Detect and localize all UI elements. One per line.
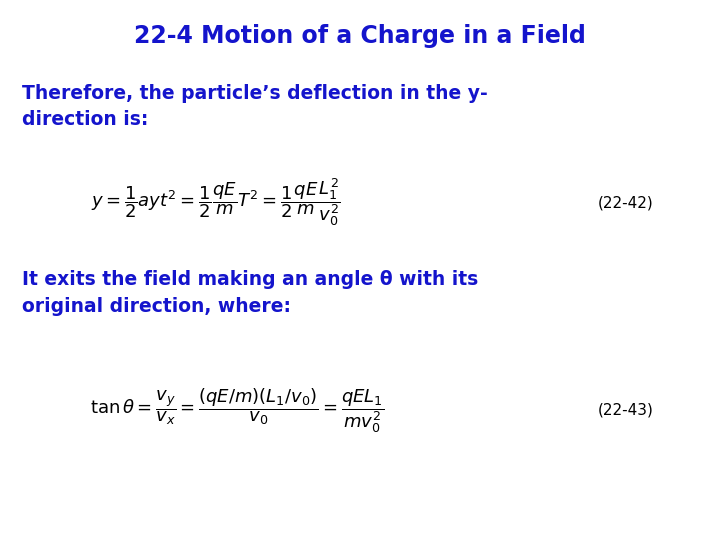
- Text: (22-43): (22-43): [598, 403, 654, 418]
- Text: Therefore, the particle’s deflection in the y-
direction is:: Therefore, the particle’s deflection in …: [22, 84, 487, 129]
- Text: $y = \dfrac{1}{2}ayt^2 = \dfrac{1}{2}\dfrac{qE}{m}T^2 = \dfrac{1}{2}\dfrac{qE}{m: $y = \dfrac{1}{2}ayt^2 = \dfrac{1}{2}\df…: [91, 177, 341, 228]
- Text: It exits the field making an angle θ with its
original direction, where:: It exits the field making an angle θ wit…: [22, 270, 478, 315]
- Text: 22-4 Motion of a Charge in a Field: 22-4 Motion of a Charge in a Field: [134, 24, 586, 48]
- Text: (22-42): (22-42): [598, 195, 653, 210]
- Text: $\tan\theta = \dfrac{v_y}{v_x} = \dfrac{(qE/m)(L_1/v_0)}{v_0} = \dfrac{qEL_1}{mv: $\tan\theta = \dfrac{v_y}{v_x} = \dfrac{…: [91, 386, 384, 435]
